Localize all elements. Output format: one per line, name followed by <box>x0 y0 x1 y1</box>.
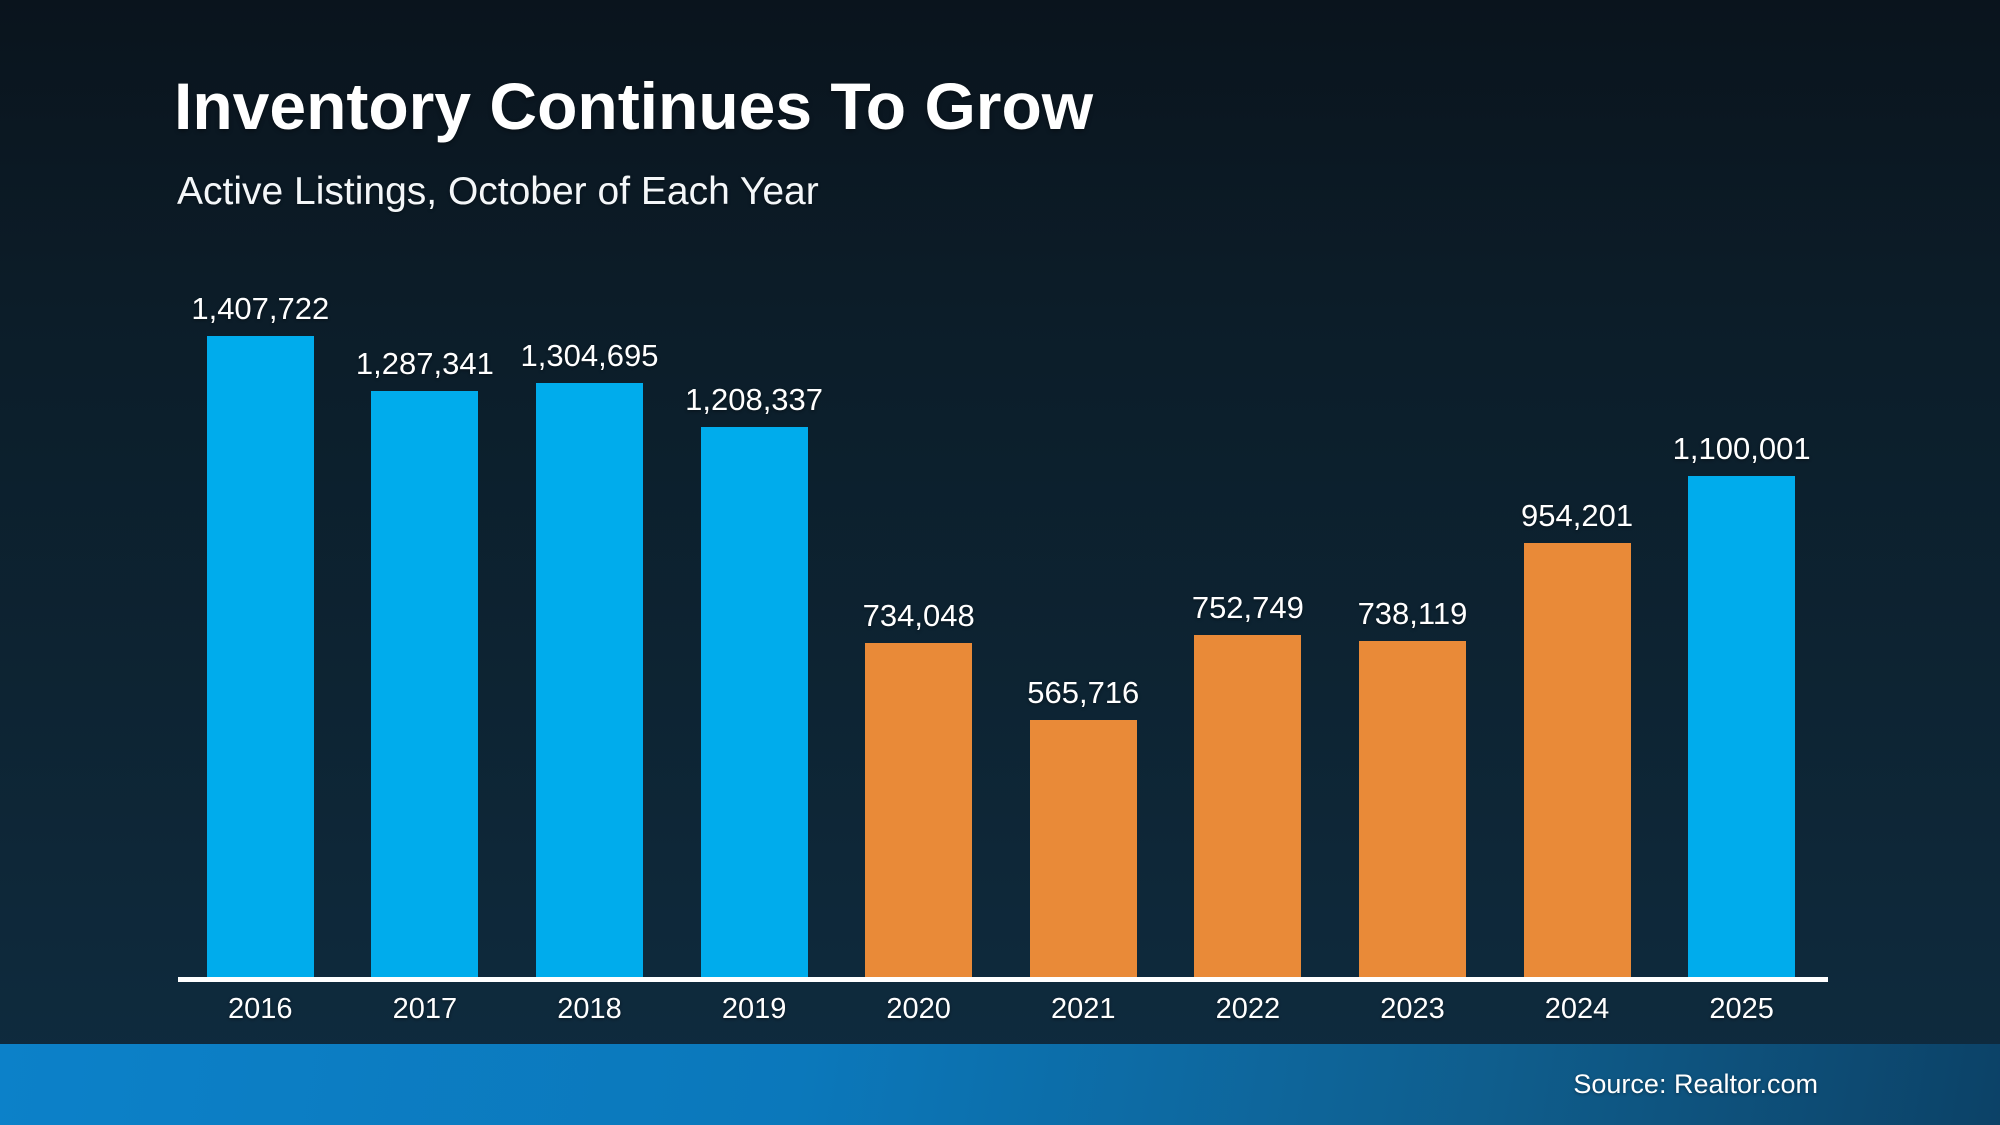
bar-2023: 738,119 <box>1358 596 1467 978</box>
bar-column-2020: 734,048 <box>836 336 1001 978</box>
x-axis-label-2021: 2021 <box>1051 993 1116 1025</box>
bar-2020: 734,048 <box>863 598 975 978</box>
bar-2018: 1,304,695 <box>521 338 658 978</box>
bar-column-2024: 954,201 <box>1495 336 1660 978</box>
bar-2024: 954,201 <box>1521 498 1633 978</box>
bar-column-2018: 1,304,695 <box>507 336 672 978</box>
x-axis-label-2024: 2024 <box>1544 993 1610 1025</box>
bar-2017: 1,287,341 <box>356 346 494 978</box>
bar-2016: 1,407,722 <box>191 291 329 978</box>
bar-column-2022: 752,749 <box>1166 336 1331 978</box>
bar-column-2016: 1,407,722 <box>178 291 343 978</box>
x-axis-label-2025: 2025 <box>1709 993 1774 1025</box>
bar-column-2017: 1,287,341 <box>343 336 508 978</box>
bar-column-2019: 1,208,337 <box>672 336 837 978</box>
x-axis-label-2023: 2023 <box>1380 993 1445 1025</box>
bar-value-label-2023: 738,119 <box>1357 596 1468 632</box>
x-axis-label-2018: 2018 <box>557 993 622 1025</box>
bar-value-label-2017: 1,287,341 <box>355 345 494 381</box>
chart-subtitle: Active Listings, October of Each Year <box>177 170 819 213</box>
bar-chart-plot-area: 1,407,722 1,287,341 1,304,695 1,208,337 734,… <box>178 291 1824 978</box>
bar-value-label-2021: 565,716 <box>1027 675 1140 711</box>
bar-value-label-2022: 752,749 <box>1191 589 1304 625</box>
bar-2022: 752,749 <box>1192 590 1304 978</box>
bar-value-label-2018: 1,304,695 <box>520 338 659 373</box>
bar-value-label-2024: 954,201 <box>1521 497 1634 533</box>
x-axis-labels: 2016 2017 2018 2019 2020 2021 2022 2023 2024 2025 <box>178 993 1824 1026</box>
bar-2025: 1,100,001 <box>1673 431 1811 978</box>
bar-2019: 1,208,337 <box>685 382 823 978</box>
footer-bar: Source: Realtor.com <box>0 1044 2000 1125</box>
bar-2021: 565,716 <box>1027 675 1139 978</box>
bar-column-2025: 1,100,001 <box>1659 336 1824 978</box>
x-axis-label-2017: 2017 <box>392 993 458 1025</box>
x-axis-label-2022: 2022 <box>1215 993 1281 1025</box>
bar-value-label-2019: 1,208,337 <box>685 381 824 417</box>
source-text: Source: Realtor.com <box>1573 1069 1818 1099</box>
bar-column-2023: 738,119 <box>1330 336 1495 978</box>
x-axis-label-2020: 2020 <box>886 993 951 1025</box>
x-axis-label-2019: 2019 <box>721 993 787 1025</box>
bar-value-label-2025: 1,100,001 <box>1672 431 1811 467</box>
x-axis-label-2016: 2016 <box>228 993 293 1025</box>
x-axis-line <box>178 977 1828 982</box>
chart-title: Inventory Continues To Grow <box>174 69 1094 143</box>
bar-value-label-2016: 1,407,722 <box>191 291 330 326</box>
bar-column-2021: 565,716 <box>1001 336 1166 978</box>
bar-value-label-2020: 734,048 <box>862 598 975 634</box>
